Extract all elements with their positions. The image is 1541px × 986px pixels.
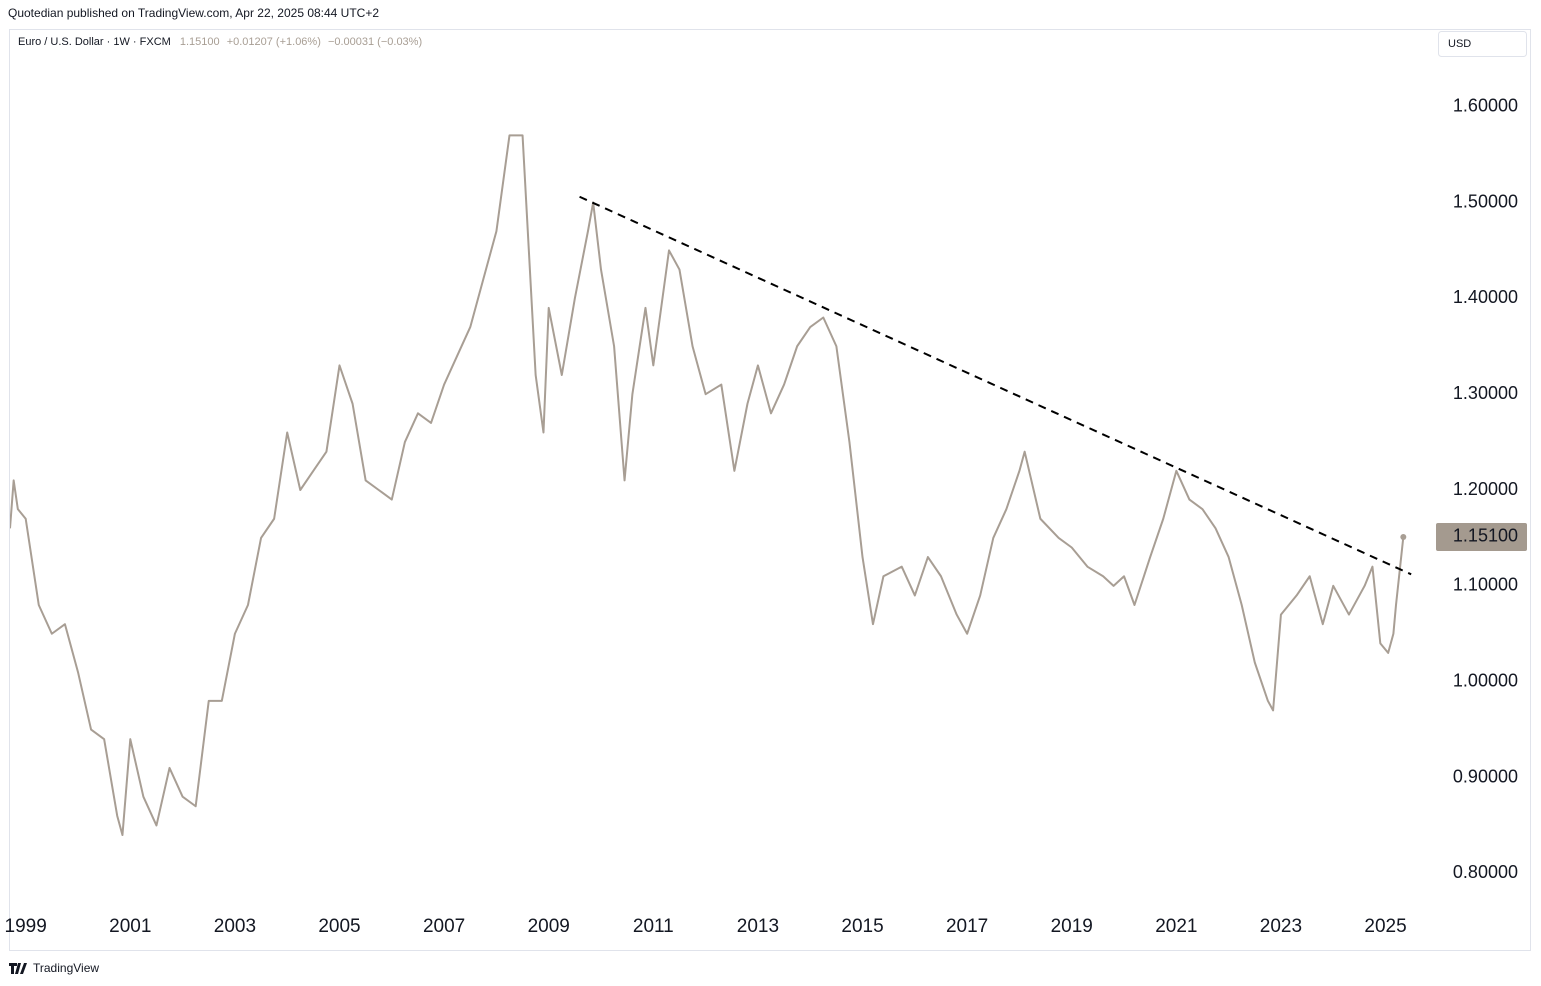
last-price-box: [1436, 522, 1527, 551]
x-tick-label: 2013: [737, 916, 779, 937]
x-tick-label: 2019: [1051, 916, 1093, 937]
y-tick-label: 0.80000: [1453, 862, 1518, 882]
x-tick-label: 2025: [1364, 916, 1406, 937]
x-tick-label: 1999: [5, 916, 47, 937]
x-tick-label: 2017: [946, 916, 988, 937]
y-tick-label: 0.90000: [1453, 766, 1518, 786]
y-tick-label: 1.50000: [1453, 191, 1518, 211]
x-tick-label: 2005: [318, 916, 360, 937]
y-tick-label: 1.40000: [1453, 287, 1518, 307]
attribution: Quotedian published on TradingView.com, …: [8, 6, 379, 20]
y-tick-label: 1.30000: [1453, 383, 1518, 403]
footer-brand: TradingView: [33, 961, 99, 975]
x-tick-label: 2015: [841, 916, 883, 937]
currency-label[interactable]: USD: [1448, 38, 1471, 50]
x-tick-label: 2009: [528, 916, 570, 937]
y-tick-label: 1.20000: [1453, 479, 1518, 499]
y-tick-label: 1.60000: [1453, 95, 1518, 115]
chart-frame: [9, 29, 1531, 951]
y-tick-label: 1.10000: [1453, 575, 1518, 595]
x-tick-label: 2011: [633, 916, 674, 937]
x-tick-label: 2021: [1155, 916, 1197, 937]
x-tick-label: 2023: [1260, 916, 1302, 937]
trendline: [579, 195, 1412, 576]
x-tick-label: 2003: [214, 916, 256, 937]
footer-logo: [9, 963, 27, 974]
x-tick-label: 2007: [423, 916, 465, 937]
x-tick-label: 2001: [109, 916, 151, 937]
last-price-label: 1.15100: [1453, 526, 1518, 546]
legend-change: +0.01207 (+1.06%): [227, 36, 321, 48]
price-line: [10, 134, 1405, 836]
legend-symbol-name: Euro / U.S. Dollar · 1W · FXCM: [18, 36, 171, 48]
currency-button[interactable]: [1438, 31, 1527, 57]
legend-extended: −0.00031 (−0.03%): [328, 36, 422, 48]
y-tick-label: 1.00000: [1453, 670, 1518, 690]
last-point: [1400, 533, 1407, 540]
logo-mark: [9, 963, 27, 974]
legend-price: 1.15100: [180, 36, 220, 48]
legend-symbol: Euro / U.S. Dollar · 1W · FXCM 1.15100 +…: [18, 36, 422, 48]
